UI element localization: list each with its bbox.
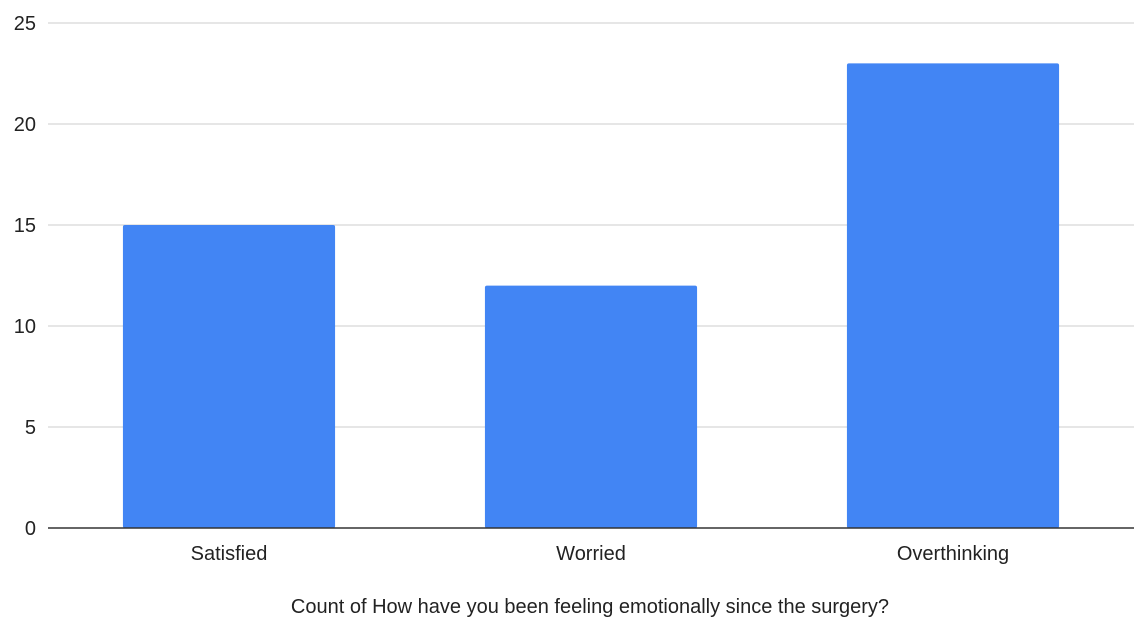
y-tick-label: 5 [25,417,36,439]
bar-worried [484,285,698,528]
bar-overthinking [846,63,1060,529]
bars [122,63,1060,529]
x-tick-label: Overthinking [897,543,1009,565]
y-tick-label: 0 [25,518,36,540]
x-tick-label: Worried [556,543,626,565]
y-tick-label: 25 [14,13,36,35]
y-tick-label: 15 [14,215,36,237]
y-tick-label: 10 [14,316,36,338]
x-axis-tick-labels: Satisfied Worried Overthinking [191,543,1010,565]
bar-satisfied [122,225,336,528]
y-tick-label: 20 [14,114,36,136]
x-axis-title: Count of How have you been feeling emoti… [291,596,889,618]
x-tick-label: Satisfied [191,543,268,565]
y-axis-tick-labels: 0 5 10 15 20 25 [14,13,36,540]
